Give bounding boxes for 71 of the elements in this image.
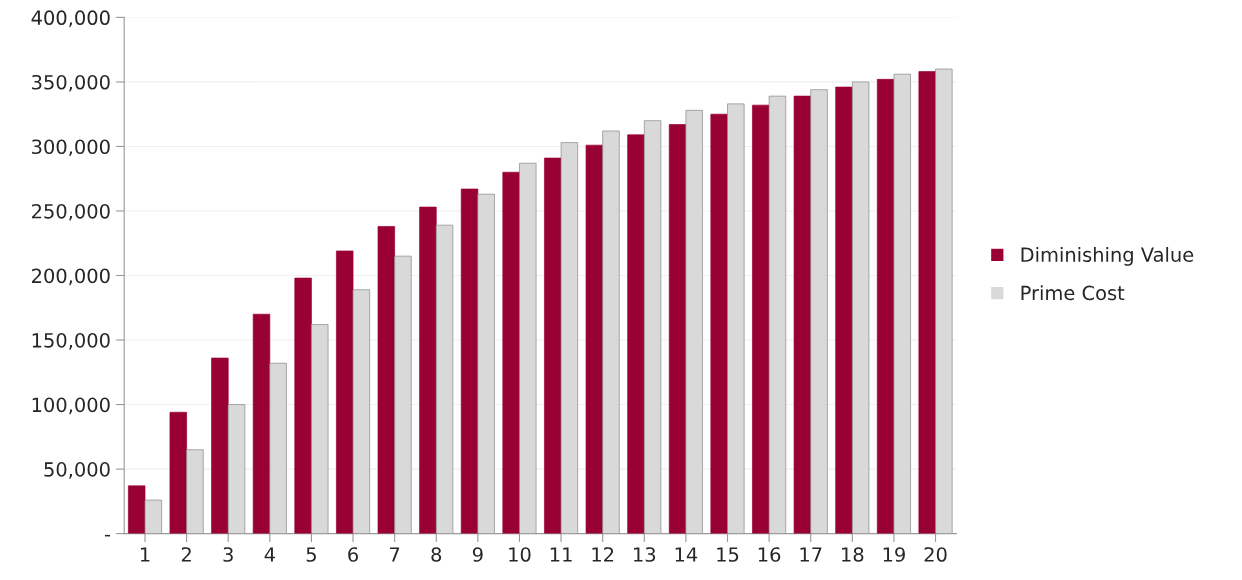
bar [211,357,229,534]
legend-label: Diminishing Value [1021,246,1194,266]
y-tick-label: 300,000 [32,139,110,157]
x-tick-label: 11 [550,547,572,562]
y-tick-label: 200,000 [32,268,110,286]
bar [627,134,645,534]
y-tick-label: 150,000 [32,332,110,350]
x-tick-label: 20 [924,547,947,562]
bar [519,162,537,534]
x-tick-label: 16 [758,547,781,562]
bar [685,109,703,534]
x-tick-label: 10 [509,547,531,562]
y-tick-label: 400,000 [31,10,110,28]
bar [311,324,329,534]
x-tick-label: 17 [800,547,822,562]
bar [269,362,287,534]
x-tick-label: 8 [431,547,442,562]
y-tick-label: 50,000 [44,462,110,479]
bar [252,313,271,534]
legend-label: Prime Cost [1021,285,1125,301]
bar [294,277,312,534]
bar [477,193,495,534]
x-tick-label: 3 [223,547,233,562]
x-tick-label: 9 [472,547,483,562]
x-tick-label: 13 [634,547,656,562]
y-tick-label: 250,000 [32,203,110,221]
bar [710,113,728,534]
x-tick-label: 4 [264,547,275,562]
bar [851,81,870,534]
bar [585,144,604,534]
bar [460,188,479,534]
y-tick-label: 350,000 [32,74,110,92]
bar [935,68,953,534]
bar [377,226,395,534]
bar [643,120,662,534]
y-tick-label: - [104,534,111,537]
bar [352,289,371,534]
bar [810,89,828,534]
bar [560,142,579,534]
bar [768,95,787,534]
bar [918,71,936,534]
bar [394,255,412,534]
bar [602,130,620,534]
bar [876,78,895,534]
bar [793,95,812,534]
bar [186,449,204,534]
x-tick-label: 1 [140,547,150,562]
bar [435,224,454,534]
x-tick-label: 2 [181,547,191,562]
x-tick-label: 7 [390,547,400,562]
x-tick-label: 15 [717,547,739,562]
bar [727,103,745,534]
bar [893,73,911,534]
bar [544,157,562,534]
x-tick-label: 12 [592,547,614,562]
x-tick-label: 6 [348,547,358,562]
x-tick-label: 18 [842,547,864,562]
bar [668,124,687,534]
bar [169,411,187,534]
bar [752,104,770,534]
bar [227,404,246,534]
x-tick-label: 5 [306,547,316,562]
y-tick-label: 100,000 [32,397,110,415]
x-tick-label: 19 [883,547,905,562]
bar [419,206,437,534]
bar [336,250,354,534]
bar [144,499,162,534]
bar [835,86,853,534]
x-tick-label: 14 [675,547,698,562]
bar [128,485,146,534]
bar [502,171,520,534]
